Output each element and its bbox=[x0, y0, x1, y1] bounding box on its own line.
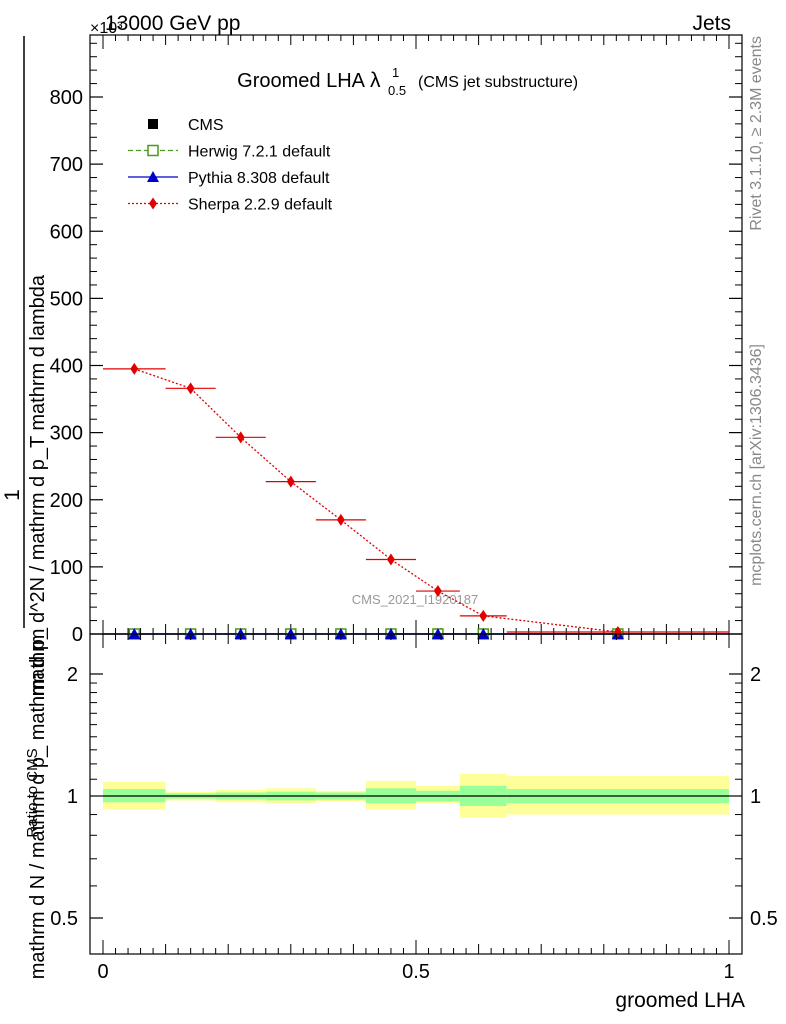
ylabel-numerator: 1 bbox=[1, 489, 24, 501]
x-tick-label: 0 bbox=[97, 961, 108, 983]
legend-marker-diamond bbox=[149, 197, 157, 210]
legend-entry-label: Pythia 8.308 default bbox=[188, 170, 330, 187]
rivet-version-label: Rivet 3.1.10, ≥ 2.3M events bbox=[748, 36, 765, 231]
series-point-diamond bbox=[286, 475, 295, 488]
legend-marker-triangle bbox=[147, 171, 159, 182]
legend-marker-open-square bbox=[147, 144, 159, 157]
main-y-tick-label: 700 bbox=[50, 154, 83, 176]
ratio-y-tick-label-right: 2 bbox=[750, 664, 761, 686]
header-energy-label: 13000 GeV pp bbox=[105, 12, 240, 35]
main-y-tick-label: 800 bbox=[50, 87, 83, 109]
ratio-y-tick-label: 2 bbox=[67, 664, 78, 686]
series-point-diamond bbox=[186, 382, 195, 395]
title-superscript: 1 bbox=[392, 65, 399, 80]
main-y-tick-label: 200 bbox=[50, 490, 83, 512]
title-symbol: λ bbox=[370, 69, 381, 92]
mcplots-source-label: mcplots.cern.ch [arXiv:1306.3436] bbox=[748, 344, 765, 586]
title-main: Groomed LHA bbox=[237, 70, 365, 92]
main-y-tick-label: 100 bbox=[50, 557, 83, 579]
legend: CMS Herwig 7.2.1 default Pythia 8.308 defa… bbox=[128, 117, 333, 214]
x-tick-label: 1 bbox=[723, 961, 734, 983]
main-title: Groomed LHA λ 1 0.5 (CMS jet substructur… bbox=[237, 65, 578, 98]
series-point-diamond bbox=[336, 513, 345, 526]
legend-entry-label: CMS bbox=[188, 117, 224, 134]
legend-marker-square bbox=[148, 119, 158, 129]
ratio-y-axis: 0.5 0.5 1 1 2 2 bbox=[50, 664, 778, 930]
ylabel-derivative: mathrm d^2N / mathrm d p_T mathrm d lamb… bbox=[27, 274, 49, 696]
title-note: (CMS jet substructure) bbox=[418, 74, 578, 91]
series-point-diamond bbox=[236, 431, 245, 444]
x-tick-label: 0.5 bbox=[402, 961, 430, 983]
analysis-watermark: CMS_2021_I1920187 bbox=[352, 592, 479, 607]
series-point-diamond bbox=[386, 553, 395, 566]
title-subscript: 0.5 bbox=[388, 83, 406, 98]
ratio-y-tick-label-right: 1 bbox=[750, 786, 761, 808]
ratio-y-tick-label: 0.5 bbox=[50, 908, 78, 930]
ratio-y-tick-label-right: 0.5 bbox=[750, 908, 778, 930]
header-process-label: Jets bbox=[692, 12, 731, 35]
main-y-tick-label: 0 bbox=[72, 624, 83, 646]
header-exponent-label: ×10³ bbox=[90, 20, 123, 37]
main-y-tick-label: 600 bbox=[50, 221, 83, 243]
main-y-axis-label: 1 mathrm d N / mathrm d p_ mathrm d p_ m… bbox=[1, 36, 49, 979]
series-point-diamond bbox=[479, 609, 488, 622]
legend-entry-label: Sherpa 2.2.9 default bbox=[188, 197, 333, 214]
ratio-x-axis: 0 0.5 1 bbox=[97, 634, 735, 983]
legend-entry-label: Herwig 7.2.1 default bbox=[188, 144, 331, 161]
series-point-diamond bbox=[130, 362, 139, 375]
main-y-axis: 0 100 200 300 400 500 600 700 800 bbox=[50, 42, 742, 646]
ylabel-denominator: mathrm d N / mathrm d p_ mathrm d p_ bbox=[27, 627, 49, 979]
main-y-tick-label: 300 bbox=[50, 423, 83, 445]
series-point-diamond bbox=[433, 585, 442, 598]
main-y-tick-label: 400 bbox=[50, 356, 83, 378]
x-axis-label: groomed LHA bbox=[615, 989, 745, 1012]
ratio-y-axis-label: Ratio to CMS bbox=[24, 748, 41, 837]
main-y-tick-label: 500 bbox=[50, 288, 83, 310]
ratio-y-tick-label: 1 bbox=[67, 786, 78, 808]
